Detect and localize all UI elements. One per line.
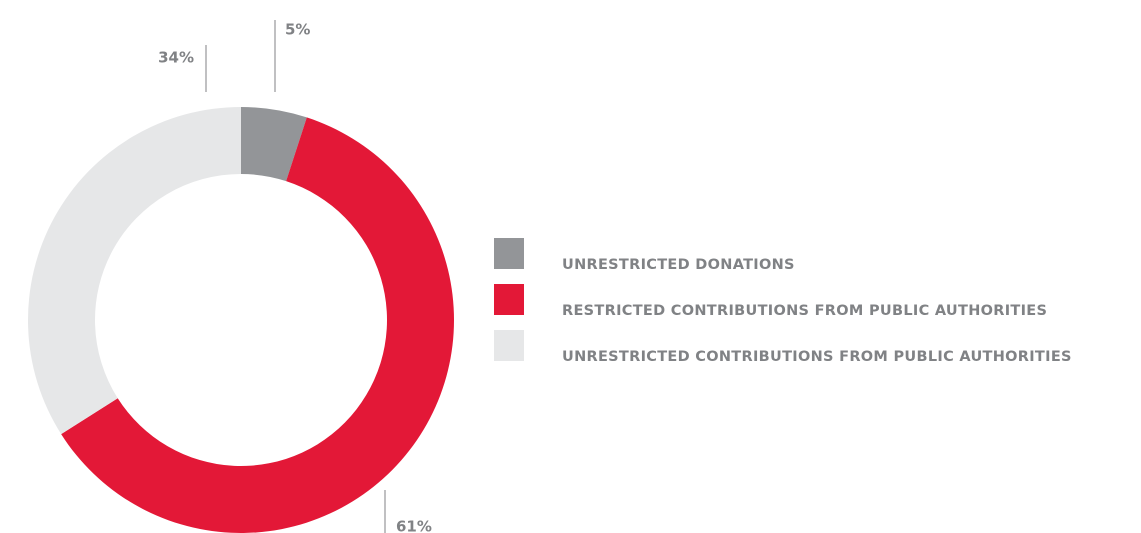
legend-swatch xyxy=(494,330,524,361)
donut-slice xyxy=(28,107,241,435)
legend-label: UNRESTRICTED CONTRIBUTIONS FROM PUBLIC A… xyxy=(562,349,1072,365)
value-label: 34% xyxy=(158,49,194,67)
donut-slice xyxy=(241,107,307,182)
legend-label: RESTRICTED CONTRIBUTIONS FROM PUBLIC AUT… xyxy=(562,303,1047,319)
value-label: 5% xyxy=(285,21,310,39)
legend-swatch xyxy=(494,284,524,315)
legend-label: UNRESTRICTED DONATIONS xyxy=(562,257,795,273)
value-label: 61% xyxy=(396,518,432,533)
legend-swatch xyxy=(494,238,524,269)
donut-slice xyxy=(61,117,454,533)
